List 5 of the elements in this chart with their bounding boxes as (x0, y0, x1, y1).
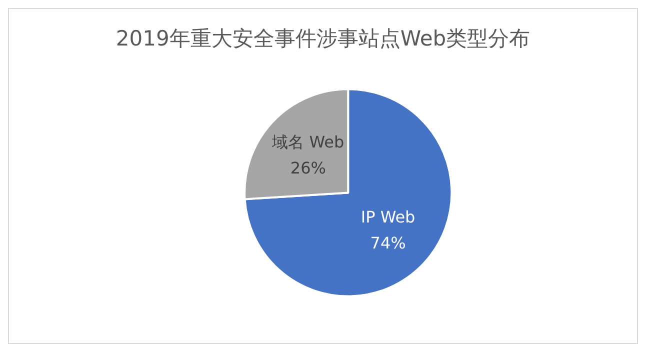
slice-label: 域名 Web (271, 132, 344, 152)
slice-label: IP Web (360, 208, 416, 227)
chart-title: 2019年重大安全事件涉事站点Web类型分布 (116, 26, 530, 50)
data-label: 26% (290, 158, 326, 178)
data-label: 74% (370, 234, 406, 253)
